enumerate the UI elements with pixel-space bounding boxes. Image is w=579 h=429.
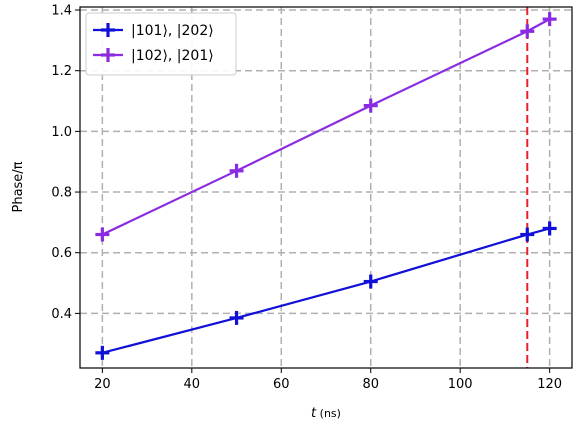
data-point	[542, 221, 557, 236]
y-tick-label: 1.4	[51, 4, 72, 19]
data-point	[542, 12, 557, 27]
x-axis-label-italic: t	[311, 406, 317, 421]
series-layer	[95, 12, 557, 360]
data-point	[363, 274, 378, 289]
data-point	[229, 163, 244, 178]
data-point	[95, 227, 110, 242]
y-tick-label: 0.6	[51, 246, 72, 261]
legend-label: |102⟩, |201⟩	[131, 48, 214, 64]
legend-box	[85, 12, 237, 76]
legend-marker	[101, 23, 115, 37]
plot-frame	[79, 6, 573, 369]
y-tick-label: 0.8	[51, 186, 72, 201]
data-point	[95, 345, 110, 360]
y-axis-label: Phase/π	[11, 161, 26, 212]
data-point	[520, 24, 535, 39]
x-axis-label-unit: (ns)	[316, 407, 341, 420]
x-axis-label: t (ns)	[311, 406, 341, 421]
series-line-1	[102, 227, 550, 354]
y-tick-label: 1.2	[51, 64, 72, 79]
x-tick-label: 40	[184, 377, 201, 392]
x-tick-label: 100	[448, 377, 473, 392]
x-tick-label: 20	[94, 377, 111, 392]
legend-entry-1: |101⟩, |202⟩	[93, 23, 214, 39]
x-tick-label: 120	[537, 377, 562, 392]
data-point	[229, 310, 244, 325]
data-point	[520, 227, 535, 242]
legend-marker	[101, 48, 115, 62]
legend: |101⟩, |202⟩ |102⟩, |201⟩	[85, 12, 237, 76]
y-tick-label: 1.0	[51, 125, 72, 140]
x-tick-label: 60	[273, 377, 290, 392]
x-tick-label: 80	[362, 377, 379, 392]
legend-entry-2: |102⟩, |201⟩	[93, 48, 214, 64]
data-point	[363, 98, 378, 113]
ticks: 20 40 60 80 100 120 0.4 0.6 0.8 1.0 1.2 1.4	[51, 4, 562, 392]
legend-label: |101⟩, |202⟩	[131, 23, 214, 39]
y-tick-label: 0.4	[51, 307, 72, 322]
